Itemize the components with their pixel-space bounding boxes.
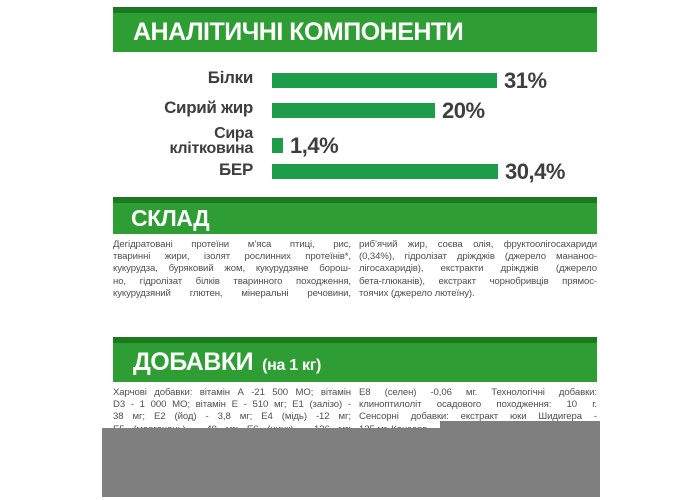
- section-header-composition: СКЛАД: [113, 197, 597, 234]
- composition-text: Дегідратовані протеїни м’яса птиці, рис,…: [113, 239, 597, 300]
- bar-crude-fat: [272, 103, 435, 118]
- text-line: кукурудзяний глютен, мінеральні речовини…: [113, 287, 351, 299]
- text-line: (0,34%), гідролізат дріжджів (джерело ма…: [359, 251, 597, 263]
- text-line: Харчові добавки: вітамін А -21 500 МО; в…: [113, 387, 351, 398]
- composition-column-right: риб’ячий жир, соєва олія, фруктоолігосах…: [359, 239, 597, 300]
- chart-label-proteins: Білки: [207, 68, 254, 87]
- text-line: риб’ячий жир, соєва олія, фруктоолігосах…: [359, 239, 597, 250]
- chart-label-crude-fiber: Сира клітковина: [113, 125, 254, 157]
- text-line: 38 мг; Е2 (йод) - 3,8 мг; Е4 (мідь) -12 …: [113, 411, 351, 423]
- text-line: но, гідролізат білків тваринного походже…: [113, 275, 351, 287]
- section-title-analytical: АНАЛІТИЧНІ КОМПОНЕНТИ: [133, 18, 464, 46]
- text-line: клиноптилоліт осадового походження: 10 г…: [359, 399, 597, 411]
- bar-nfe: [272, 164, 498, 179]
- text-line: Е8 (селен) -0,06 мг. Технологічні добавк…: [359, 387, 597, 398]
- section-header-analytical-components: АНАЛІТИЧНІ КОМПОНЕНТИ: [113, 7, 597, 52]
- redaction-overlay-step: [440, 421, 600, 431]
- value-label-nfe: 30,4%: [505, 159, 565, 184]
- text-line: лігосахаридів), екстракти дріжджів (джер…: [359, 263, 597, 275]
- section-header-additives: ДОБАВКИ (на 1 кг): [113, 337, 597, 382]
- chart-label-crude-fat: Сирий жир: [164, 98, 253, 117]
- chart-label-crude-fiber-line2: клітковина: [169, 140, 254, 157]
- text-line: кукурудза, буряковий жом, кукурудзяне бо…: [113, 263, 351, 275]
- additives-title-group: ДОБАВКИ (на 1 кг): [133, 348, 321, 377]
- redaction-overlay: [102, 428, 600, 497]
- chart-label-nfe: БЕР: [219, 160, 253, 179]
- section-title-additives: ДОБАВКИ: [133, 348, 254, 376]
- text-line: Дегідратовані протеїни м’яса птиці, рис,: [113, 239, 351, 250]
- chart-label-crude-fiber-line1: Сира: [214, 125, 253, 142]
- text-line: D3 - 1 000 МО; вітамін Е - 510 мг; Е1 (з…: [113, 399, 351, 411]
- composition-column-left: Дегідратовані протеїни м’яса птиці, рис,…: [113, 239, 351, 300]
- text-line: Сенсорні добавки: екстракт юки Шидигера …: [359, 411, 597, 423]
- text-line: тваринні жири, ізолят рослинних протеїні…: [113, 251, 351, 263]
- section-title-composition: СКЛАД: [131, 205, 210, 231]
- value-label-crude-fiber: 1,4%: [290, 133, 339, 158]
- section-title-additives-suffix: (на 1 кг): [262, 357, 322, 374]
- value-label-proteins: 31%: [504, 68, 547, 93]
- text-line: бета-глюканів), екстракт чорнобривців пр…: [359, 275, 597, 287]
- value-label-crude-fat: 20%: [442, 98, 485, 123]
- bar-crude-fiber: [272, 138, 283, 153]
- bar-proteins: [272, 73, 497, 88]
- text-line: тоячих (джерело лютеїну).: [359, 287, 475, 299]
- analytical-components-chart: Білки 31% Сирий жир 20% Сира клітковина …: [113, 58, 597, 196]
